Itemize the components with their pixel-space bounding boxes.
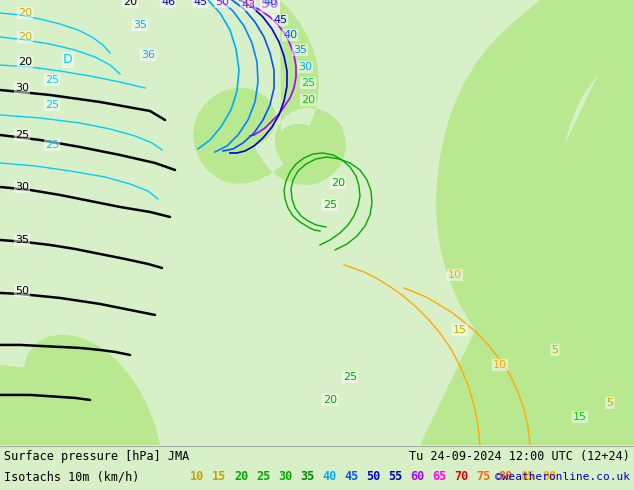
Text: 25: 25 <box>301 78 315 88</box>
Text: 40: 40 <box>283 30 297 40</box>
Text: 45: 45 <box>273 15 287 25</box>
Text: 30: 30 <box>278 470 292 484</box>
Text: 50: 50 <box>215 0 229 7</box>
Text: 65: 65 <box>432 470 446 484</box>
Text: 43: 43 <box>241 0 255 10</box>
Polygon shape <box>420 0 634 445</box>
Text: 20: 20 <box>18 8 32 18</box>
Text: 80: 80 <box>498 470 512 484</box>
Text: 25: 25 <box>45 75 59 85</box>
Text: 40: 40 <box>263 0 277 7</box>
Text: 20: 20 <box>18 32 32 42</box>
Text: 25: 25 <box>256 470 270 484</box>
Text: 15: 15 <box>453 325 467 335</box>
Text: D: D <box>63 53 73 67</box>
Text: 20: 20 <box>18 57 32 67</box>
Text: 10: 10 <box>190 470 204 484</box>
Text: Isotachs 10m (km/h): Isotachs 10m (km/h) <box>4 470 139 484</box>
Text: 50: 50 <box>15 286 29 296</box>
Text: 15: 15 <box>212 470 226 484</box>
Text: 30: 30 <box>15 182 29 192</box>
Text: 50: 50 <box>261 0 279 11</box>
Text: 35: 35 <box>300 470 314 484</box>
Text: 20: 20 <box>301 95 315 105</box>
Text: 20: 20 <box>323 395 337 405</box>
Text: 46: 46 <box>161 0 175 7</box>
Text: 75: 75 <box>476 470 490 484</box>
Text: 10: 10 <box>448 270 462 280</box>
Text: 15: 15 <box>573 412 587 422</box>
Text: 25: 25 <box>323 200 337 210</box>
Polygon shape <box>193 0 346 185</box>
Text: 55: 55 <box>388 470 402 484</box>
Text: 45: 45 <box>193 0 207 7</box>
Text: 60: 60 <box>410 470 424 484</box>
Text: 25: 25 <box>45 140 59 150</box>
Text: 35: 35 <box>15 235 29 245</box>
Text: Surface pressure [hPa] JMA: Surface pressure [hPa] JMA <box>4 450 190 464</box>
Text: 20: 20 <box>234 470 249 484</box>
Polygon shape <box>0 335 160 445</box>
Text: 40: 40 <box>322 470 336 484</box>
Text: 30: 30 <box>15 83 29 93</box>
Text: Tu 24-09-2024 12:00 UTC (12+24): Tu 24-09-2024 12:00 UTC (12+24) <box>409 450 630 464</box>
Text: 20: 20 <box>123 0 137 7</box>
Text: 30: 30 <box>298 62 312 72</box>
Text: 25: 25 <box>45 100 59 110</box>
Text: 35: 35 <box>293 45 307 55</box>
Text: 35: 35 <box>133 20 147 30</box>
Text: 5: 5 <box>607 398 614 408</box>
Text: 85: 85 <box>520 470 534 484</box>
Text: 25: 25 <box>343 372 357 382</box>
Text: 36: 36 <box>141 50 155 60</box>
Text: 90: 90 <box>542 470 556 484</box>
Text: 10: 10 <box>493 360 507 370</box>
Text: 50: 50 <box>366 470 380 484</box>
Text: 5: 5 <box>552 345 559 355</box>
Text: 20: 20 <box>331 178 345 188</box>
Text: 25: 25 <box>15 130 29 140</box>
Text: 45: 45 <box>344 470 358 484</box>
Text: ©weatheronline.co.uk: ©weatheronline.co.uk <box>495 472 630 482</box>
Text: 70: 70 <box>454 470 469 484</box>
